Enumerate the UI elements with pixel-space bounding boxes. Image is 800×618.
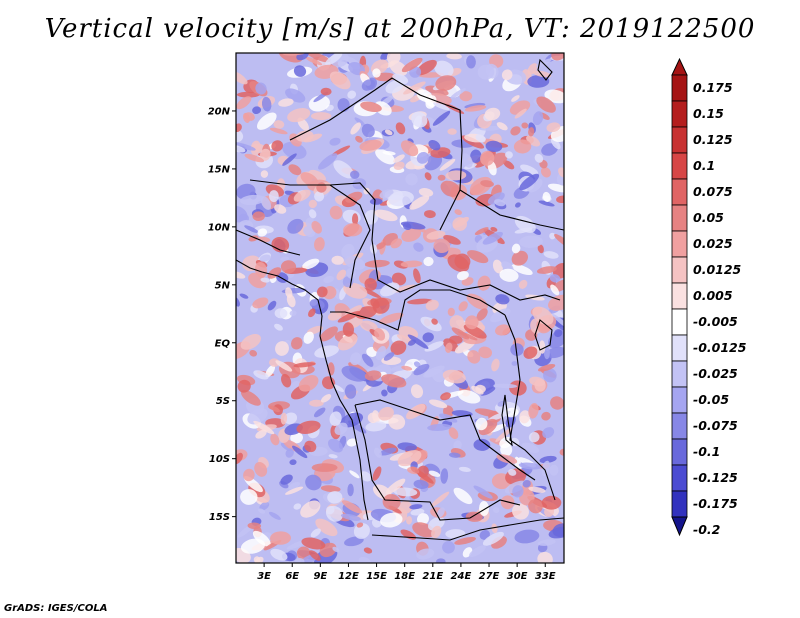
colorbar-label: 0.05 xyxy=(693,210,724,225)
colorbar-segment xyxy=(671,152,688,180)
grads-credit: GrADS: IGES/COLA xyxy=(4,603,108,614)
colorbar-label: 0.0125 xyxy=(693,262,742,277)
map-title: Vertical velocity [m/s] at 200hPa, VT: 2… xyxy=(44,14,756,44)
colorbar-label: -0.125 xyxy=(693,470,738,485)
colorbar-top-arrow xyxy=(671,57,688,76)
colorbar-label: -0.175 xyxy=(693,496,738,511)
lon-tick-label: 15E xyxy=(366,571,387,582)
lon-tick-label: 6E xyxy=(285,571,299,582)
colorbar-label: -0.0125 xyxy=(693,340,747,355)
border-drc-west xyxy=(330,289,506,331)
lat-tick-label: 10N xyxy=(208,222,231,233)
lon-tick-label: 30E xyxy=(507,571,528,582)
lat-tick-label: 15N xyxy=(208,164,231,175)
colorbar-label: -0.075 xyxy=(693,418,738,433)
colorbar-label: 0.025 xyxy=(693,236,733,251)
colorbar-label: 0.15 xyxy=(693,106,724,121)
colorbar-label: -0.05 xyxy=(693,392,729,407)
lon-tick-label: 18E xyxy=(394,571,415,582)
lon-tick-label: 33E xyxy=(535,571,556,582)
colorbar-label: 0.125 xyxy=(693,132,733,147)
longitude-axis: 3E 6E 9E 12E 15E 18E 21E 24E 27E 30E 33E xyxy=(257,563,556,582)
lat-tick-label: 15S xyxy=(209,512,230,523)
colorbar-segment xyxy=(671,256,688,284)
lat-tick-label: 5N xyxy=(215,280,231,291)
lon-tick-label: 24E xyxy=(451,571,472,582)
colorbar-label: -0.1 xyxy=(693,444,720,459)
colorbar-segment xyxy=(671,438,688,466)
colorbar-segment xyxy=(671,386,688,414)
border-central xyxy=(329,182,561,301)
colorbar-label: -0.005 xyxy=(693,314,738,329)
lake-outline-2 xyxy=(501,394,513,447)
colorbar-segment xyxy=(671,100,688,128)
colorbar-segment xyxy=(671,204,688,232)
colorbar-segment xyxy=(671,308,688,336)
colorbar-segment xyxy=(671,282,688,310)
border-north xyxy=(289,77,463,231)
colorbar-segment xyxy=(671,178,688,206)
lon-tick-label: 9E xyxy=(313,571,327,582)
border-northeast xyxy=(459,189,564,231)
colorbar-label: 0.175 xyxy=(693,80,733,95)
border-nigeria xyxy=(249,179,371,289)
colorbar-segment xyxy=(671,360,688,388)
lat-tick-label: 5S xyxy=(216,396,230,407)
lon-tick-label: 27E xyxy=(479,571,500,582)
colorbar: 0.175 0.15 0.125 0.1 0.075 0.05 0.025 0.0125 0.0… xyxy=(671,57,747,537)
colorbar-segment xyxy=(671,334,688,362)
lon-tick-label: 3E xyxy=(257,571,271,582)
lat-tick-label: 10S xyxy=(209,454,230,465)
country-borders xyxy=(236,58,564,541)
colorbar-bottom-arrow xyxy=(671,516,688,537)
lon-tick-label: 12E xyxy=(338,571,359,582)
border-south xyxy=(371,517,564,541)
colorbar-segment xyxy=(671,230,688,258)
border-drc-south xyxy=(354,399,536,481)
colorbar-segment xyxy=(671,490,688,518)
colorbar-segment xyxy=(671,74,688,102)
latitude-axis: 20N 15N 10N 5N EQ 5S 10S 15S xyxy=(208,106,236,523)
border-angola xyxy=(354,404,521,521)
colorbar-label: 0.005 xyxy=(693,288,733,303)
map-frame xyxy=(235,52,565,564)
border-west xyxy=(236,229,301,256)
lat-tick-label: 20N xyxy=(208,106,231,117)
colorbar-segment xyxy=(671,412,688,440)
lake-outline-1 xyxy=(534,319,553,351)
colorbar-segment xyxy=(671,464,688,492)
lake-outline-3 xyxy=(537,58,553,81)
colorbar-label: -0.2 xyxy=(693,522,720,537)
border-east xyxy=(504,314,556,501)
colorbar-label: 0.075 xyxy=(693,184,733,199)
lat-tick-label: EQ xyxy=(215,338,231,349)
velocity-field xyxy=(236,53,564,563)
colorbar-label: 0.1 xyxy=(693,158,715,173)
coastline-west-africa xyxy=(236,259,369,521)
lon-tick-label: 21E xyxy=(422,571,443,582)
colorbar-label: -0.025 xyxy=(693,366,738,381)
colorbar-segment xyxy=(671,126,688,154)
